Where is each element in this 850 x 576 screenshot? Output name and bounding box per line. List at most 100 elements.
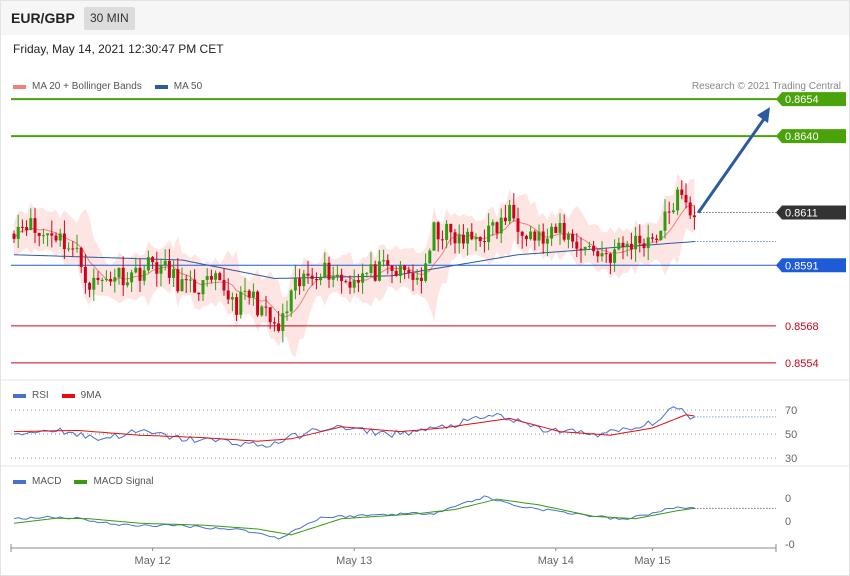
candle-body bbox=[604, 253, 608, 255]
candle-body bbox=[419, 277, 423, 281]
candle-body bbox=[142, 270, 146, 281]
rsi-line bbox=[13, 406, 695, 448]
candle-body bbox=[256, 291, 260, 316]
support-level-label: 0.8568 bbox=[785, 321, 819, 333]
candle-body bbox=[348, 281, 352, 288]
candle-body bbox=[575, 241, 579, 249]
candle-body bbox=[29, 218, 33, 231]
candle-body bbox=[201, 280, 205, 295]
candle-body bbox=[247, 290, 251, 298]
pivot-level-tag bbox=[776, 258, 846, 273]
x-axis-label: May 12 bbox=[135, 555, 171, 567]
candle-body bbox=[100, 279, 104, 281]
candle-body bbox=[104, 278, 108, 280]
candle-body bbox=[482, 241, 486, 243]
candle-body bbox=[335, 274, 339, 277]
macd-legend-label: MACD bbox=[32, 476, 62, 487]
candle-body bbox=[487, 225, 491, 243]
candle-body bbox=[92, 277, 96, 290]
x-axis-label: May 15 bbox=[634, 555, 670, 567]
candle-body bbox=[478, 236, 482, 242]
candle-body bbox=[159, 265, 163, 274]
candle-body bbox=[180, 279, 184, 292]
candle-body bbox=[537, 231, 541, 241]
candle-body bbox=[533, 231, 537, 241]
timeframe-button[interactable]: 30 MIN bbox=[84, 7, 135, 30]
candle-body bbox=[592, 245, 596, 252]
rsi-ma-legend-label: 9MA bbox=[80, 390, 102, 401]
candle-body bbox=[306, 273, 310, 276]
macd-tick-label: -0 bbox=[785, 539, 795, 551]
ma20-swatch bbox=[13, 84, 26, 89]
candle-body bbox=[155, 262, 159, 274]
candle-body bbox=[151, 257, 155, 263]
candle-body bbox=[621, 242, 625, 247]
candle-body bbox=[54, 235, 58, 241]
candle-body bbox=[218, 273, 222, 281]
candle-body bbox=[524, 235, 528, 240]
candle-body bbox=[58, 233, 62, 241]
candle-body bbox=[688, 202, 692, 216]
candle-body bbox=[457, 234, 461, 244]
candle-body bbox=[268, 307, 272, 323]
candle-body bbox=[382, 260, 386, 262]
candle-body bbox=[146, 257, 150, 271]
macd-signal-line bbox=[13, 498, 695, 536]
candle-body bbox=[562, 222, 566, 240]
credit-text: Research © 2021 Trading Central bbox=[691, 81, 841, 92]
candle-body bbox=[344, 281, 348, 283]
candle-body bbox=[629, 243, 633, 250]
candle-body bbox=[398, 265, 402, 276]
candle-body bbox=[41, 235, 45, 237]
candle-body bbox=[75, 247, 79, 249]
candle-body bbox=[235, 297, 239, 315]
candle-body bbox=[25, 227, 29, 231]
candle-body bbox=[566, 233, 570, 240]
candle-body bbox=[356, 280, 360, 283]
ma50-legend-label: MA 50 bbox=[173, 81, 203, 92]
rsi-level-label: 30 bbox=[785, 453, 797, 465]
candle-body bbox=[671, 210, 675, 213]
candle-body bbox=[243, 290, 247, 292]
candle-body bbox=[361, 273, 365, 283]
candle-body bbox=[172, 269, 176, 278]
current-price-tag bbox=[776, 205, 846, 220]
candle-body bbox=[680, 189, 684, 195]
candle-body bbox=[650, 237, 654, 239]
candle-body bbox=[436, 222, 440, 240]
candle-body bbox=[365, 272, 369, 274]
candle-body bbox=[646, 237, 650, 249]
candle-body bbox=[289, 290, 293, 312]
macd-swatch bbox=[13, 479, 26, 484]
candle-body bbox=[167, 260, 171, 278]
candle-body bbox=[67, 248, 71, 250]
candle-body bbox=[466, 231, 470, 244]
target-level-tag bbox=[776, 129, 846, 144]
candle-body bbox=[83, 266, 87, 283]
candle-body bbox=[676, 189, 680, 211]
candle-body bbox=[403, 265, 407, 271]
candle-body bbox=[587, 245, 591, 247]
rsi-legend: RSI 9MA bbox=[13, 390, 114, 401]
candle-body bbox=[214, 273, 218, 280]
candle-body bbox=[33, 218, 37, 233]
candle-body bbox=[209, 276, 213, 280]
x-axis-label: May 13 bbox=[336, 555, 372, 567]
candle-body bbox=[642, 243, 646, 249]
rsi-level-label: 50 bbox=[785, 429, 797, 441]
candle-body bbox=[516, 218, 520, 232]
candle-body bbox=[634, 235, 638, 250]
candle-body bbox=[205, 276, 209, 281]
candle-body bbox=[121, 267, 125, 286]
candle-body bbox=[50, 233, 54, 236]
candle-body bbox=[415, 277, 419, 280]
candle-body bbox=[377, 261, 381, 281]
candle-body bbox=[461, 234, 465, 244]
rsi-ma-line bbox=[13, 414, 695, 442]
candle-body bbox=[608, 253, 612, 263]
header-bar: EUR/GBP 30 MIN bbox=[1, 1, 849, 35]
candle-body bbox=[541, 231, 545, 244]
candle-body bbox=[134, 267, 138, 273]
current-price-label: 0.8611 bbox=[785, 208, 818, 220]
